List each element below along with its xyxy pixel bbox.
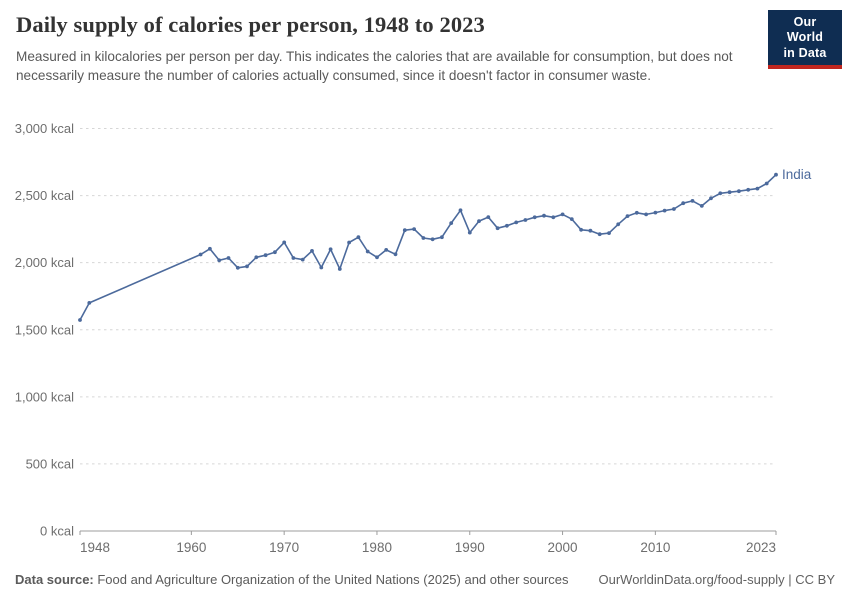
data-point-marker: [718, 191, 723, 196]
data-point-marker: [690, 199, 695, 203]
data-point-marker: [356, 235, 361, 240]
data-point-marker: [597, 232, 602, 237]
data-point-marker: [477, 219, 481, 224]
owid-logo[interactable]: Our World in Data: [768, 10, 842, 69]
data-point-marker: [458, 208, 463, 213]
owid-logo-text-line2: in Data: [783, 45, 827, 60]
data-point-marker: [560, 212, 565, 217]
data-point-marker: [245, 264, 249, 269]
data-point-marker: [514, 220, 519, 225]
data-point-marker: [430, 237, 435, 242]
data-point-marker: [486, 215, 491, 220]
owid-logo-text-line1: Our World: [786, 15, 824, 45]
data-point-marker: [737, 189, 741, 194]
data-point-marker: [208, 246, 212, 251]
data-point-marker: [551, 215, 556, 220]
data-point-marker: [347, 240, 351, 245]
y-axis-tick-label: 500 kcal: [26, 456, 75, 471]
data-point-marker: [523, 218, 528, 222]
x-axis-tick-label: 1970: [269, 540, 299, 555]
data-point-marker: [291, 256, 296, 260]
data-point-marker: [87, 301, 92, 305]
data-point-marker: [337, 267, 342, 271]
data-point-marker: [625, 214, 630, 219]
data-point-marker: [467, 230, 472, 235]
data-point-marker: [755, 186, 760, 191]
data-point-marker: [440, 235, 444, 240]
data-point-marker: [616, 222, 621, 227]
data-point-marker: [384, 248, 389, 252]
x-axis-tick-label: 2010: [640, 540, 670, 555]
data-point-marker: [402, 228, 407, 233]
data-point-marker: [328, 247, 333, 252]
data-point-marker: [727, 190, 732, 195]
x-axis-tick-label: 2000: [548, 540, 578, 555]
data-point-marker: [505, 223, 509, 228]
data-point-marker: [375, 255, 379, 260]
y-axis-tick-label: 2,500 kcal: [15, 188, 74, 203]
data-point-marker: [634, 210, 639, 215]
x-axis-tick-label: 1948: [80, 540, 110, 555]
data-point-marker: [319, 265, 324, 270]
data-point-marker: [644, 212, 648, 217]
data-point-marker: [310, 249, 314, 253]
data-point-marker: [365, 249, 370, 254]
data-point-marker: [672, 207, 676, 211]
data-point-marker: [393, 252, 398, 257]
data-point-marker: [607, 231, 611, 236]
y-axis-tick-label: 1,500 kcal: [15, 322, 74, 337]
data-source-label: Data source:: [15, 572, 94, 587]
chart-header: Daily supply of calories per person, 194…: [16, 12, 756, 86]
data-point-marker: [699, 204, 704, 208]
data-point-marker: [681, 201, 686, 206]
data-source-text: Food and Agriculture Organization of the…: [93, 572, 569, 587]
data-point-marker: [300, 257, 305, 262]
data-point-marker: [579, 227, 583, 232]
data-point-marker: [449, 221, 454, 226]
x-axis-tick-label: 1990: [455, 540, 485, 555]
data-point-marker: [282, 240, 287, 245]
data-point-marker: [662, 208, 667, 213]
data-point-marker: [569, 217, 574, 222]
series-end-label: India: [782, 167, 812, 182]
y-axis-tick-label: 3,000 kcal: [15, 121, 74, 136]
data-point-marker: [421, 236, 426, 240]
data-point-marker: [653, 210, 658, 215]
data-point-marker: [263, 253, 268, 258]
data-point-marker: [746, 187, 751, 192]
y-axis-tick-label: 1,000 kcal: [15, 389, 74, 404]
x-axis-tick-label: 2023: [746, 540, 776, 555]
x-axis-tick-label: 1980: [362, 540, 392, 555]
data-point-marker: [217, 258, 222, 263]
data-point-marker: [774, 172, 778, 177]
chart-subtitle: Measured in kilocalories per person per …: [16, 49, 733, 83]
license-credit: OurWorldinData.org/food-supply | CC BY: [598, 572, 835, 587]
data-point-marker: [198, 252, 203, 257]
data-point-marker: [226, 256, 231, 260]
data-point-marker: [588, 228, 593, 233]
chart-title: Daily supply of calories per person, 194…: [16, 12, 485, 37]
india-series-line: [79, 173, 777, 321]
data-point-marker: [235, 265, 240, 270]
data-point-marker: [273, 250, 277, 255]
data-point-marker: [412, 227, 416, 232]
data-point-marker: [78, 318, 82, 322]
chart-footer: Data source: Food and Agriculture Organi…: [15, 572, 835, 587]
data-point-marker: [532, 215, 537, 220]
data-point-marker: [709, 196, 713, 201]
data-point-marker: [764, 181, 769, 186]
data-point-marker: [542, 213, 546, 218]
data-point-marker: [495, 226, 500, 231]
data-source-note: Data source: Food and Agriculture Organi…: [15, 572, 569, 587]
y-axis-tick-label: 2,000 kcal: [15, 255, 74, 270]
y-axis-tick-label: 0 kcal: [40, 524, 74, 539]
data-point-marker: [254, 255, 259, 260]
x-axis-tick-label: 1960: [176, 540, 206, 555]
